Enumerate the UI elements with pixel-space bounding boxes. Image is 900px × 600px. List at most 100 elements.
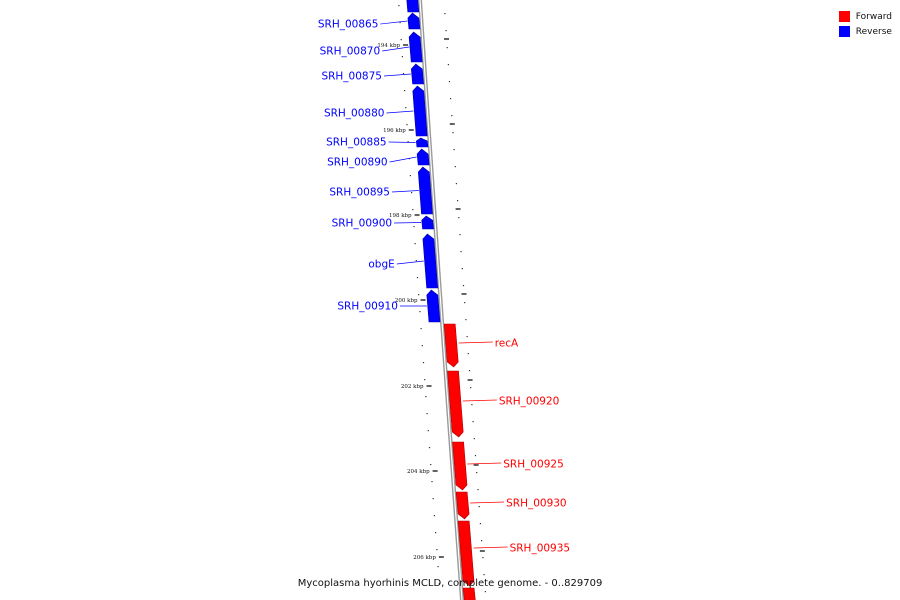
minor-tick	[433, 515, 435, 517]
tick-label: 206 kbp	[413, 555, 436, 561]
gene-label-leader	[462, 399, 497, 402]
tick-label: 198 kbp	[389, 213, 412, 219]
minor-tick	[465, 319, 467, 321]
minor-tick	[448, 81, 451, 83]
gene-arrow[interactable]	[408, 31, 423, 63]
gene-label[interactable]: SRH_00870	[320, 46, 381, 58]
forward-swatch	[838, 11, 850, 22]
minor-tick	[409, 175, 411, 177]
tick-label: 194 kbp	[377, 43, 400, 49]
minor-tick	[477, 489, 479, 491]
gene-label[interactable]: SRH_00935	[510, 543, 571, 555]
gene-arrow[interactable]	[447, 370, 464, 438]
gene-label[interactable]: SRH_00930	[506, 498, 567, 510]
minor-tick	[478, 506, 480, 508]
minor-tick	[414, 243, 416, 245]
minor-tick	[426, 413, 428, 415]
gene-label[interactable]: SRH_00880	[324, 108, 385, 120]
gene-arrow[interactable]	[452, 441, 468, 491]
minor-tick	[450, 98, 452, 100]
gene-label[interactable]: SRH_00895	[329, 187, 390, 199]
gene-label[interactable]: SRH_00885	[326, 137, 387, 149]
gene-label[interactable]: SRH_00865	[318, 19, 379, 31]
gene-arrow[interactable]	[426, 289, 441, 323]
gene-label[interactable]: SRH_00900	[332, 218, 393, 230]
gene-label[interactable]: SRH_00925	[503, 459, 564, 471]
minor-tick	[430, 464, 432, 466]
gene-label-leader	[396, 260, 424, 265]
minor-tick	[398, 5, 400, 7]
minor-tick	[424, 379, 426, 381]
gene-label-leader	[391, 190, 419, 193]
backbone-layer	[417, 0, 465, 600]
minor-tick	[404, 90, 406, 92]
gene-arrow[interactable]	[416, 148, 430, 166]
map-caption: Mycoplasma hyorhinis MCLD, complete geno…	[297, 578, 603, 589]
minor-tick	[432, 498, 434, 500]
gene-labels-layer: SRH_00865 SRH_00870 SRH_00875 SRH_00880 SRH_…	[318, 19, 570, 555]
minor-tick	[412, 209, 414, 211]
minor-tick	[471, 404, 473, 406]
minor-tick	[459, 234, 461, 236]
minor-tick	[422, 362, 425, 364]
minor-tick	[435, 532, 437, 534]
minor-tick	[467, 353, 469, 355]
legend-item-reverse: Reverse	[838, 24, 892, 39]
minor-tick	[427, 430, 429, 432]
minor-tick	[405, 107, 407, 109]
minor-tick	[406, 124, 408, 126]
gene-label-leader	[389, 156, 417, 163]
minor-tick	[476, 472, 478, 474]
minor-tick	[407, 141, 409, 143]
minor-tick	[438, 583, 440, 585]
minor-tick	[464, 302, 466, 304]
gene-arrow[interactable]	[457, 520, 475, 587]
gene-arrow[interactable]	[412, 85, 428, 137]
minor-tick	[419, 311, 421, 313]
minor-tick	[462, 285, 465, 287]
gene-arrow[interactable]	[443, 323, 459, 368]
minor-tick	[428, 447, 431, 449]
gene-arrow[interactable]	[407, 12, 421, 30]
gene-label[interactable]: SRH_00920	[499, 396, 560, 408]
minor-tick	[460, 251, 462, 253]
gene-label-leader	[473, 546, 508, 549]
gene-arrow[interactable]	[455, 491, 470, 520]
gene-label[interactable]: SRH_00875	[321, 71, 382, 83]
minor-tick	[418, 294, 420, 296]
gene-label-leader	[386, 110, 414, 114]
legend-item-forward: Forward	[838, 9, 892, 24]
gene-label-leader	[458, 341, 493, 344]
legend-label-forward: Forward	[855, 11, 892, 22]
tick-label: 204 kbp	[407, 469, 430, 475]
minor-tick	[455, 183, 457, 185]
gene-arrow[interactable]	[462, 587, 476, 600]
gene-arrow[interactable]	[410, 63, 424, 85]
gene-arrow[interactable]	[406, 0, 420, 13]
minor-tick	[402, 73, 405, 75]
minor-tick	[468, 370, 471, 372]
gene-label-leader	[388, 141, 416, 143]
minor-tick	[436, 549, 438, 551]
minor-tick	[466, 336, 468, 338]
minor-tick	[420, 328, 422, 330]
minor-tick	[431, 481, 433, 483]
gene-arrow[interactable]	[417, 166, 433, 215]
minor-tick	[479, 523, 481, 525]
gene-label[interactable]: recA	[495, 338, 519, 350]
gene-label[interactable]: obgE	[368, 259, 394, 271]
minor-tick	[437, 566, 439, 568]
gene-label-leader	[382, 46, 410, 52]
minor-tick	[451, 115, 453, 117]
minor-tick	[416, 277, 419, 279]
gene-arrow[interactable]	[421, 215, 434, 230]
minor-tick	[454, 166, 456, 168]
gene-label[interactable]: SRH_00910	[337, 301, 398, 313]
gene-arrow[interactable]	[422, 233, 439, 289]
minor-tick	[458, 217, 460, 219]
gene-label[interactable]: SRH_00890	[327, 157, 388, 169]
gene-arrow[interactable]	[415, 137, 429, 148]
minor-tick	[470, 387, 472, 389]
reverse-swatch	[838, 26, 850, 37]
minor-tick	[453, 149, 455, 151]
